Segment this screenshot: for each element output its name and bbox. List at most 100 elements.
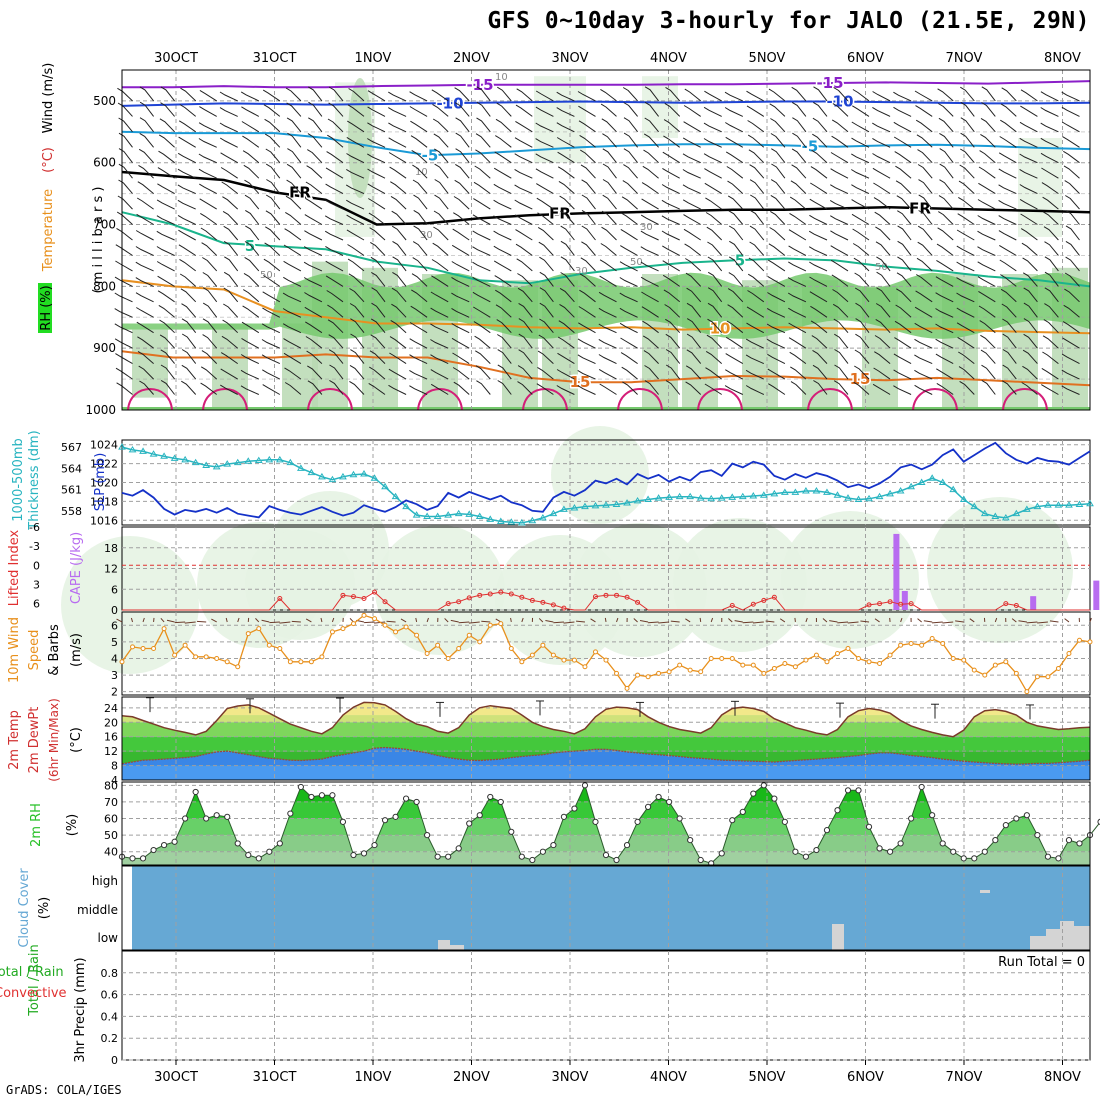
wind-barb bbox=[160, 102, 175, 117]
y-tick-label-left: 567 bbox=[61, 441, 82, 454]
wind-barb bbox=[834, 333, 849, 349]
wind-barb bbox=[1001, 87, 1017, 102]
wind-barb bbox=[769, 103, 786, 117]
rh-band bbox=[122, 801, 1090, 819]
wind-barb bbox=[137, 336, 154, 349]
lifted-index-marker bbox=[456, 599, 462, 605]
y-tick-label-left: 558 bbox=[61, 505, 82, 518]
wind-barb bbox=[177, 184, 196, 195]
rh-contour-label: 30 bbox=[575, 266, 588, 277]
rh-marker bbox=[918, 783, 925, 791]
wind-barb bbox=[705, 212, 723, 225]
thickness-marker bbox=[1075, 500, 1084, 507]
wind-barb bbox=[915, 290, 933, 303]
wind-speed-marker bbox=[971, 667, 977, 673]
wind-barb bbox=[557, 352, 575, 365]
wind-barb bbox=[853, 381, 870, 395]
wind-barb bbox=[601, 118, 617, 133]
wind-barb bbox=[328, 86, 344, 102]
wind-barb bbox=[980, 117, 996, 133]
wind-barb bbox=[665, 380, 681, 395]
wind-barb bbox=[346, 153, 365, 164]
wind-barb bbox=[872, 383, 891, 395]
wind-barb bbox=[620, 337, 638, 349]
wind-barb bbox=[454, 102, 470, 117]
isotherm-line bbox=[121, 211, 1091, 288]
wind-barb bbox=[935, 353, 954, 365]
wind-barb bbox=[180, 87, 197, 102]
wind-barb bbox=[789, 196, 807, 210]
y-tick-label: 0.4 bbox=[101, 1010, 119, 1023]
wind-barb bbox=[790, 366, 807, 380]
wind-barb bbox=[497, 334, 512, 349]
wind-barb bbox=[286, 163, 302, 179]
wind-barb bbox=[661, 230, 680, 241]
wind-barb bbox=[139, 86, 154, 102]
wind-speed-marker bbox=[824, 659, 830, 665]
wind-speed-marker bbox=[961, 657, 967, 663]
wind-barb bbox=[726, 166, 744, 179]
wind-barb bbox=[834, 349, 849, 364]
wind-barb bbox=[727, 288, 744, 303]
wind-barb bbox=[177, 152, 196, 164]
wind-barb bbox=[240, 369, 260, 380]
wind-barb bbox=[813, 380, 828, 395]
wind-barb bbox=[244, 179, 260, 194]
wind-barb-10m bbox=[829, 620, 838, 623]
x-tick-label-top: 8NOV bbox=[1044, 51, 1081, 66]
wind-barb bbox=[284, 367, 302, 380]
wind-speed-marker bbox=[761, 670, 767, 676]
wind-barb bbox=[581, 179, 596, 194]
wind-speed-marker bbox=[740, 662, 746, 668]
wind-barb bbox=[1061, 106, 1080, 117]
wind-barb bbox=[854, 287, 870, 303]
wind-barb bbox=[306, 165, 323, 179]
wind-barb bbox=[303, 261, 323, 272]
wind-barb bbox=[579, 273, 596, 287]
wind-barb bbox=[791, 101, 807, 117]
wind-barb bbox=[367, 122, 386, 133]
wind-barb bbox=[936, 382, 954, 395]
rh-line bbox=[121, 783, 1100, 864]
isotherm-line bbox=[121, 350, 1091, 387]
thickness-marker bbox=[938, 478, 947, 485]
wind-barb bbox=[244, 194, 260, 210]
wind-barb bbox=[538, 241, 554, 256]
thickness-marker bbox=[212, 462, 221, 470]
rh-marker bbox=[1076, 840, 1083, 847]
wind-barb bbox=[535, 153, 554, 164]
wind-barb bbox=[497, 364, 512, 380]
wind-barb bbox=[179, 273, 197, 287]
y-tick-label-right: 0 bbox=[111, 604, 118, 617]
wind-barb bbox=[833, 87, 849, 102]
rh-marker bbox=[876, 845, 883, 852]
x-tick-label-top: 2NOV bbox=[453, 51, 490, 66]
thickness-marker bbox=[780, 488, 789, 495]
wind-barb bbox=[265, 194, 281, 210]
wind-barb bbox=[750, 194, 765, 210]
wind-barb bbox=[283, 276, 302, 287]
rh-band bbox=[122, 818, 1090, 836]
wind-barb bbox=[265, 226, 281, 241]
thickness-marker bbox=[654, 494, 663, 501]
wind-barb-10m bbox=[1018, 620, 1027, 623]
rh-marker bbox=[497, 798, 504, 806]
wind-barb bbox=[874, 211, 891, 225]
wind-barb bbox=[896, 272, 912, 287]
y-tick-label: low bbox=[98, 931, 119, 945]
wind-barb bbox=[729, 240, 744, 256]
wind-barb bbox=[137, 181, 154, 194]
wind-speed-marker bbox=[287, 659, 293, 665]
wind-barb bbox=[830, 245, 849, 256]
wind-barb bbox=[896, 288, 912, 303]
wind-barb-10m bbox=[670, 620, 680, 623]
thickness-marker bbox=[644, 495, 652, 502]
wind-barb bbox=[328, 102, 344, 117]
lifted-index-marker bbox=[487, 591, 493, 597]
wind-barb bbox=[1040, 137, 1059, 148]
wind-speed-marker bbox=[372, 616, 378, 622]
wind-barb bbox=[388, 137, 407, 148]
wind-barb bbox=[683, 105, 701, 117]
wind-barb bbox=[347, 104, 365, 117]
wind-barb bbox=[243, 164, 260, 179]
